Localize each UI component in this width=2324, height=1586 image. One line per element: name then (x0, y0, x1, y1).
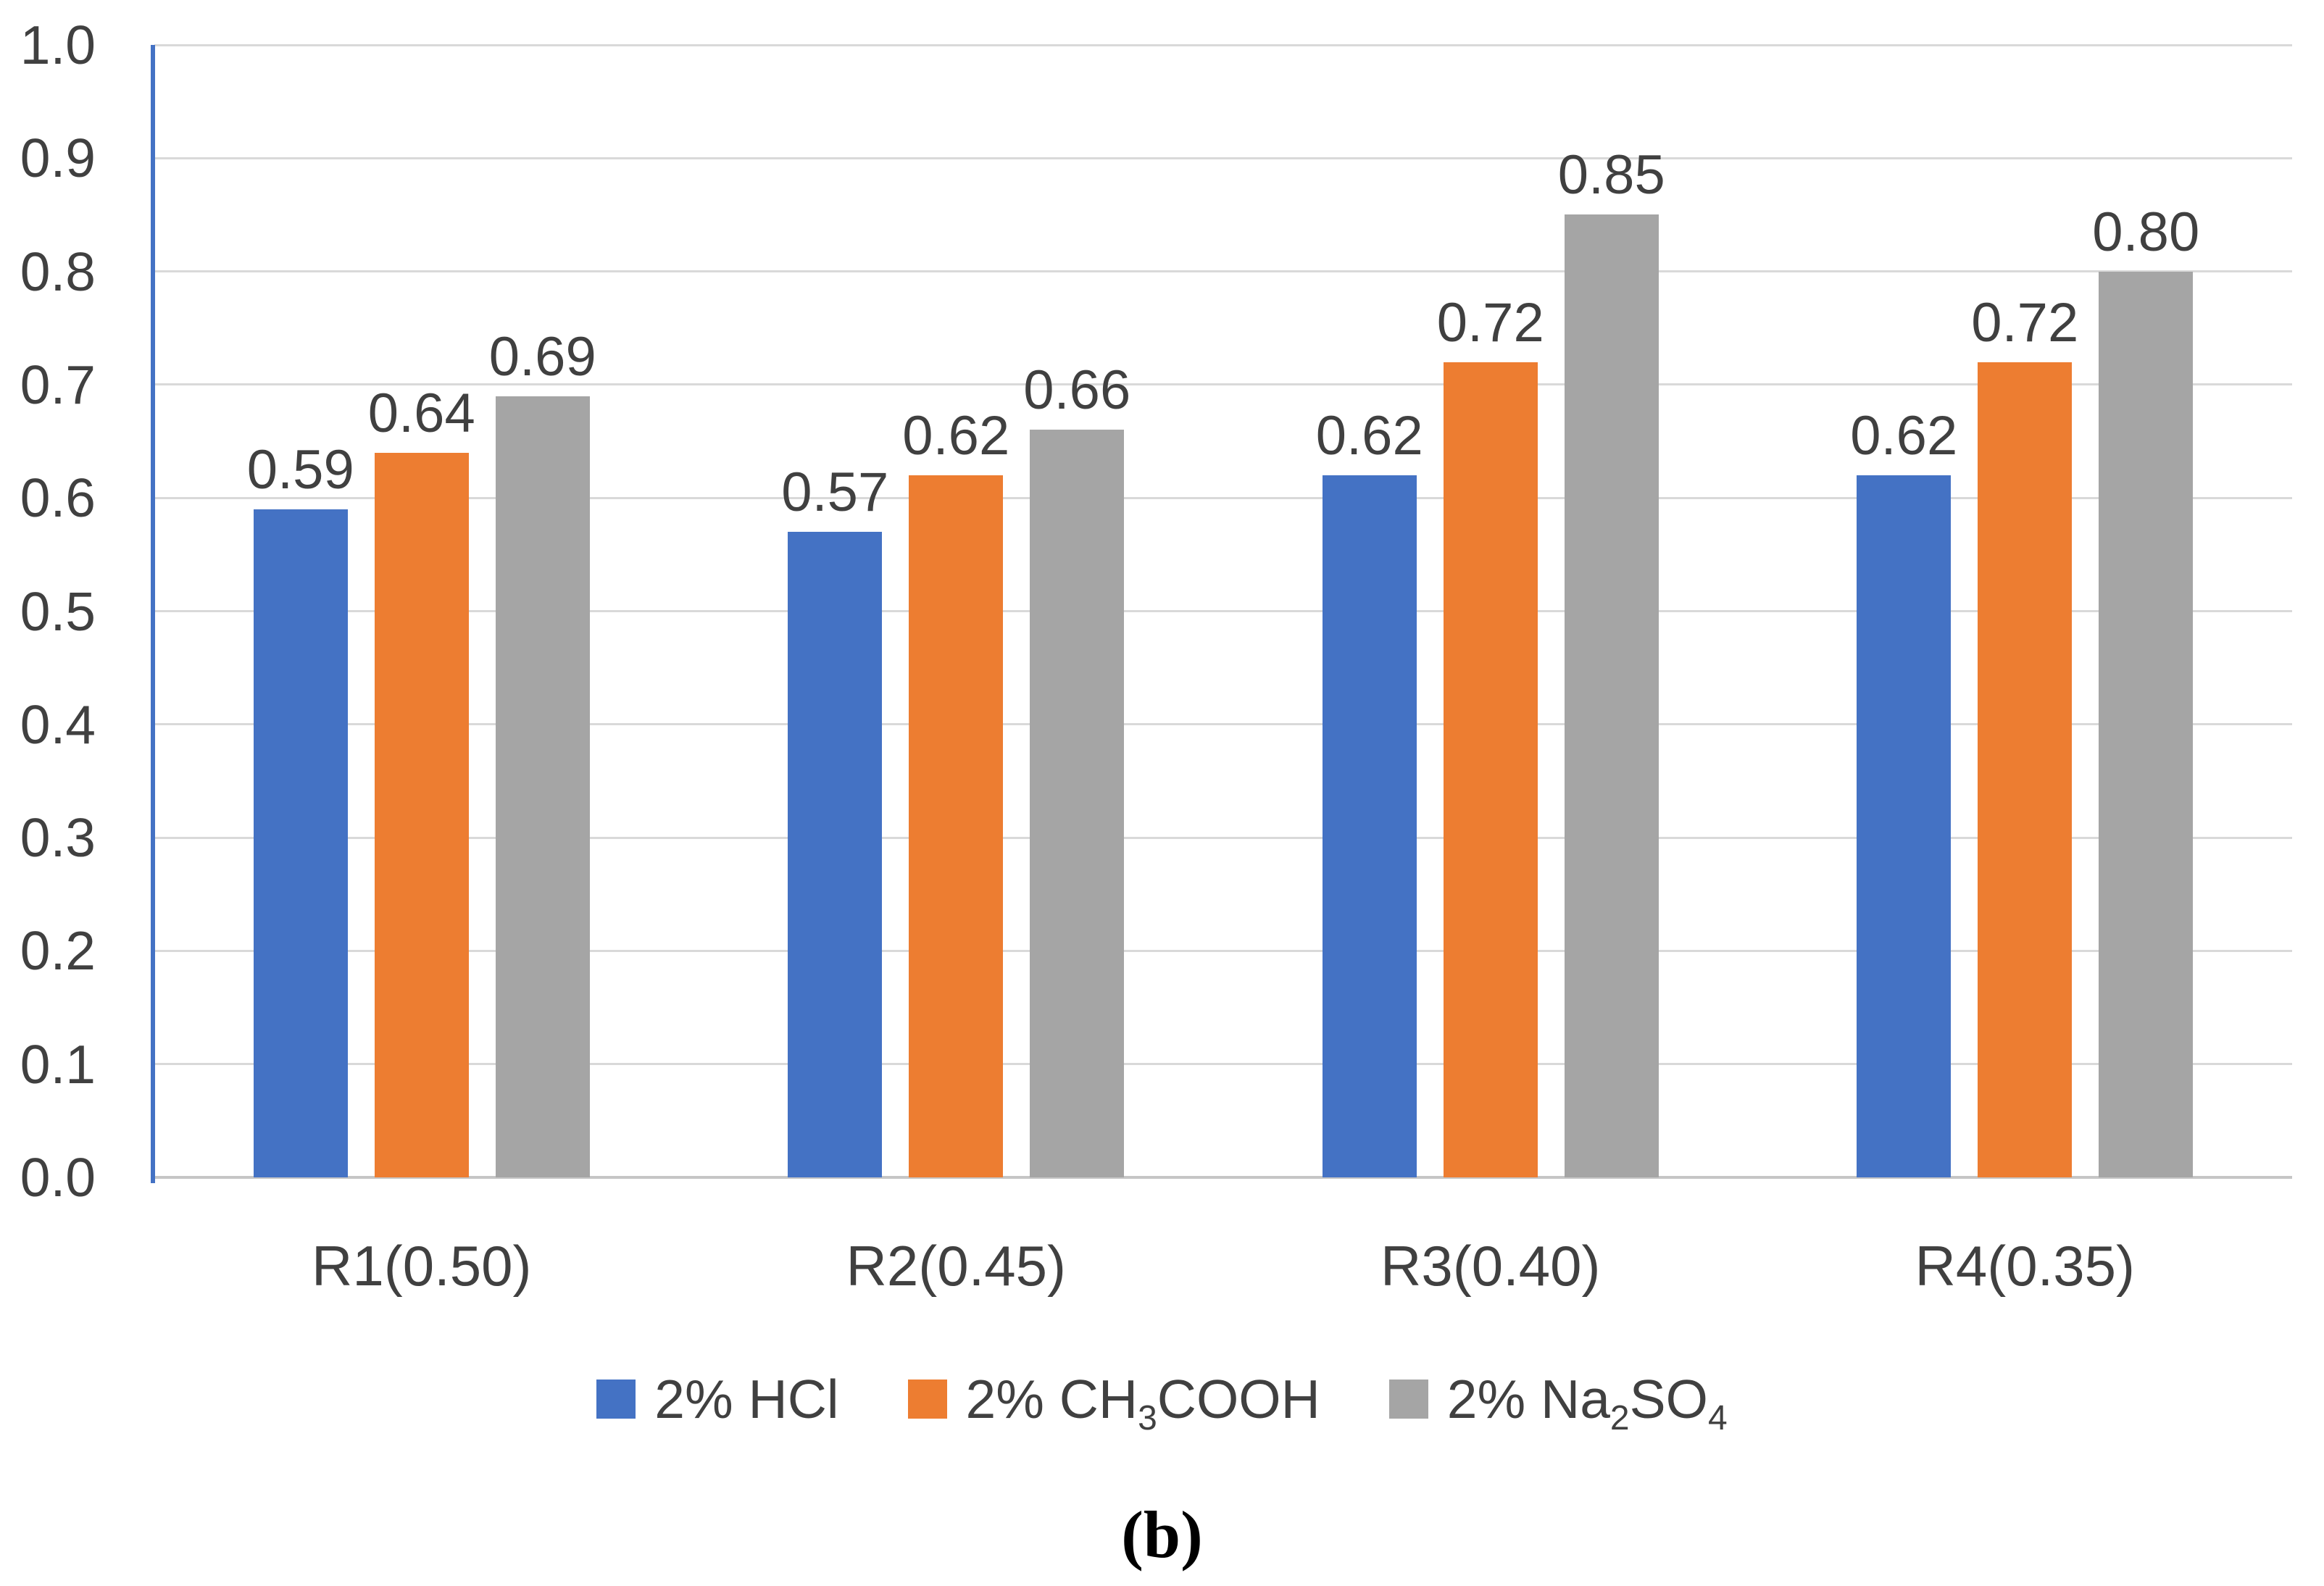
bar-wrap: 0.85 (1558, 148, 1665, 1177)
bar-2% Na2SO4-R3(0.40) (1564, 214, 1659, 1177)
gridline-0.7 (154, 383, 2292, 386)
y-tick-label-0.3: 0.3 (20, 807, 96, 869)
bar-2% CH3COOH-R3(0.40) (1443, 362, 1538, 1177)
y-tick-label-0.4: 0.4 (20, 693, 96, 755)
y-tick-label-0.6: 0.6 (20, 467, 96, 529)
legend-swatch-icon (1388, 1380, 1428, 1419)
bar-wrap: 0.69 (489, 329, 596, 1177)
bar-wrap: 0.66 (1023, 363, 1130, 1177)
y-tick-label-0.0: 0.0 (20, 1147, 96, 1208)
data-label: 0.62 (902, 404, 1010, 467)
gridline-0.3 (154, 836, 2292, 839)
bar-2% HCl-R2(0.45) (788, 532, 883, 1177)
y-tick-label-0.8: 0.8 (20, 241, 96, 302)
y-tick-label-1.0: 1.0 (20, 14, 96, 75)
bar-2% HCl-R4(0.35) (1857, 475, 1952, 1177)
gridline-0.1 (154, 1063, 2292, 1066)
data-label: 0.59 (246, 438, 354, 501)
bar-2% CH3COOH-R4(0.35) (1978, 362, 2073, 1177)
gridline-0.2 (154, 949, 2292, 952)
gridline-0.6 (154, 496, 2292, 499)
legend-item-0: 2% HCl (596, 1368, 839, 1430)
bar-wrap: 0.62 (1316, 408, 1423, 1177)
bar-wrap: 0.57 (781, 465, 888, 1177)
chart-legend: 2% HCl 2% CH3COOH 2% Na2SO4 (0, 1368, 2324, 1437)
gridline-0.9 (154, 156, 2292, 159)
bar-wrap: 0.72 (1971, 295, 2078, 1177)
data-label: 0.72 (1971, 291, 2079, 354)
gridline-1.0 (154, 43, 2292, 46)
data-label: 0.69 (488, 325, 596, 388)
y-tick-label-0.9: 0.9 (20, 128, 96, 189)
data-label: 0.66 (1023, 359, 1131, 422)
data-label: 0.57 (781, 462, 889, 524)
category-label-R4(0.35): R4(0.35) (1915, 1234, 2135, 1298)
bar-wrap: 0.62 (1850, 408, 1957, 1177)
bar-2% Na2SO4-R2(0.45) (1030, 430, 1125, 1177)
y-tick-label-0.5: 0.5 (20, 580, 96, 642)
legend-swatch-icon (907, 1380, 947, 1419)
bar-2% CH3COOH-R2(0.45) (909, 475, 1004, 1177)
y-tick-label-0.7: 0.7 (20, 354, 96, 415)
bar-2% HCl-R1(0.50) (253, 509, 348, 1177)
category-label-R1(0.50): R1(0.50) (312, 1234, 532, 1298)
legend-item-1: 2% CH3COOH (907, 1368, 1320, 1437)
plot-area: 0.59 0.64 0.69 0.57 0.62 0.66 0.62 0.72 0.85 0.62… (151, 43, 2293, 1183)
y-tick-label-0.2: 0.2 (20, 920, 96, 982)
legend-label: 2% CH3COOH (965, 1369, 1320, 1437)
bar-2% CH3COOH-R1(0.50) (374, 452, 469, 1177)
bar-wrap: 0.62 (902, 408, 1009, 1177)
legend-label: 2% Na2SO4 (1446, 1369, 1728, 1437)
bar-wrap: 0.72 (1437, 295, 1544, 1177)
category-label-R2(0.45): R2(0.45) (846, 1234, 1066, 1298)
data-label: 0.64 (367, 382, 475, 444)
legend-label: 2% HCl (654, 1369, 839, 1430)
data-label: 0.85 (1557, 144, 1665, 206)
bar-2% Na2SO4-R1(0.50) (495, 396, 590, 1177)
gridline-0.5 (154, 610, 2292, 612)
gridline-0.4 (154, 723, 2292, 726)
bar-wrap: 0.64 (368, 385, 475, 1177)
data-label: 0.62 (1315, 404, 1423, 467)
y-tick-label-0.1: 0.1 (20, 1033, 96, 1095)
bar-group-R1(0.50): 0.59 0.64 0.69 (154, 45, 689, 1177)
data-label: 0.62 (1850, 404, 1958, 467)
bar-group-R2(0.45): 0.57 0.62 0.66 (689, 45, 1224, 1177)
bar-2% HCl-R3(0.40) (1322, 475, 1417, 1177)
bar-2% Na2SO4-R4(0.35) (2099, 271, 2194, 1177)
x-axis-line (154, 1176, 2292, 1179)
y-axis-line (151, 45, 155, 1183)
bar-wrap: 0.59 (247, 442, 354, 1177)
bar-group-R4(0.35): 0.62 0.72 0.80 (1758, 45, 2293, 1177)
data-label: 0.80 (2092, 201, 2200, 263)
bar-group-R3(0.40): 0.62 0.72 0.85 (1223, 45, 1758, 1177)
legend-swatch-icon (596, 1380, 636, 1419)
category-label-R3(0.40): R3(0.40) (1380, 1234, 1601, 1298)
legend-item-2: 2% Na2SO4 (1388, 1368, 1728, 1437)
bar-wrap: 0.80 (2092, 204, 2199, 1177)
gridline-0.8 (154, 270, 2292, 273)
data-label: 0.72 (1436, 291, 1544, 354)
figure-caption: (b) (1121, 1498, 1203, 1572)
